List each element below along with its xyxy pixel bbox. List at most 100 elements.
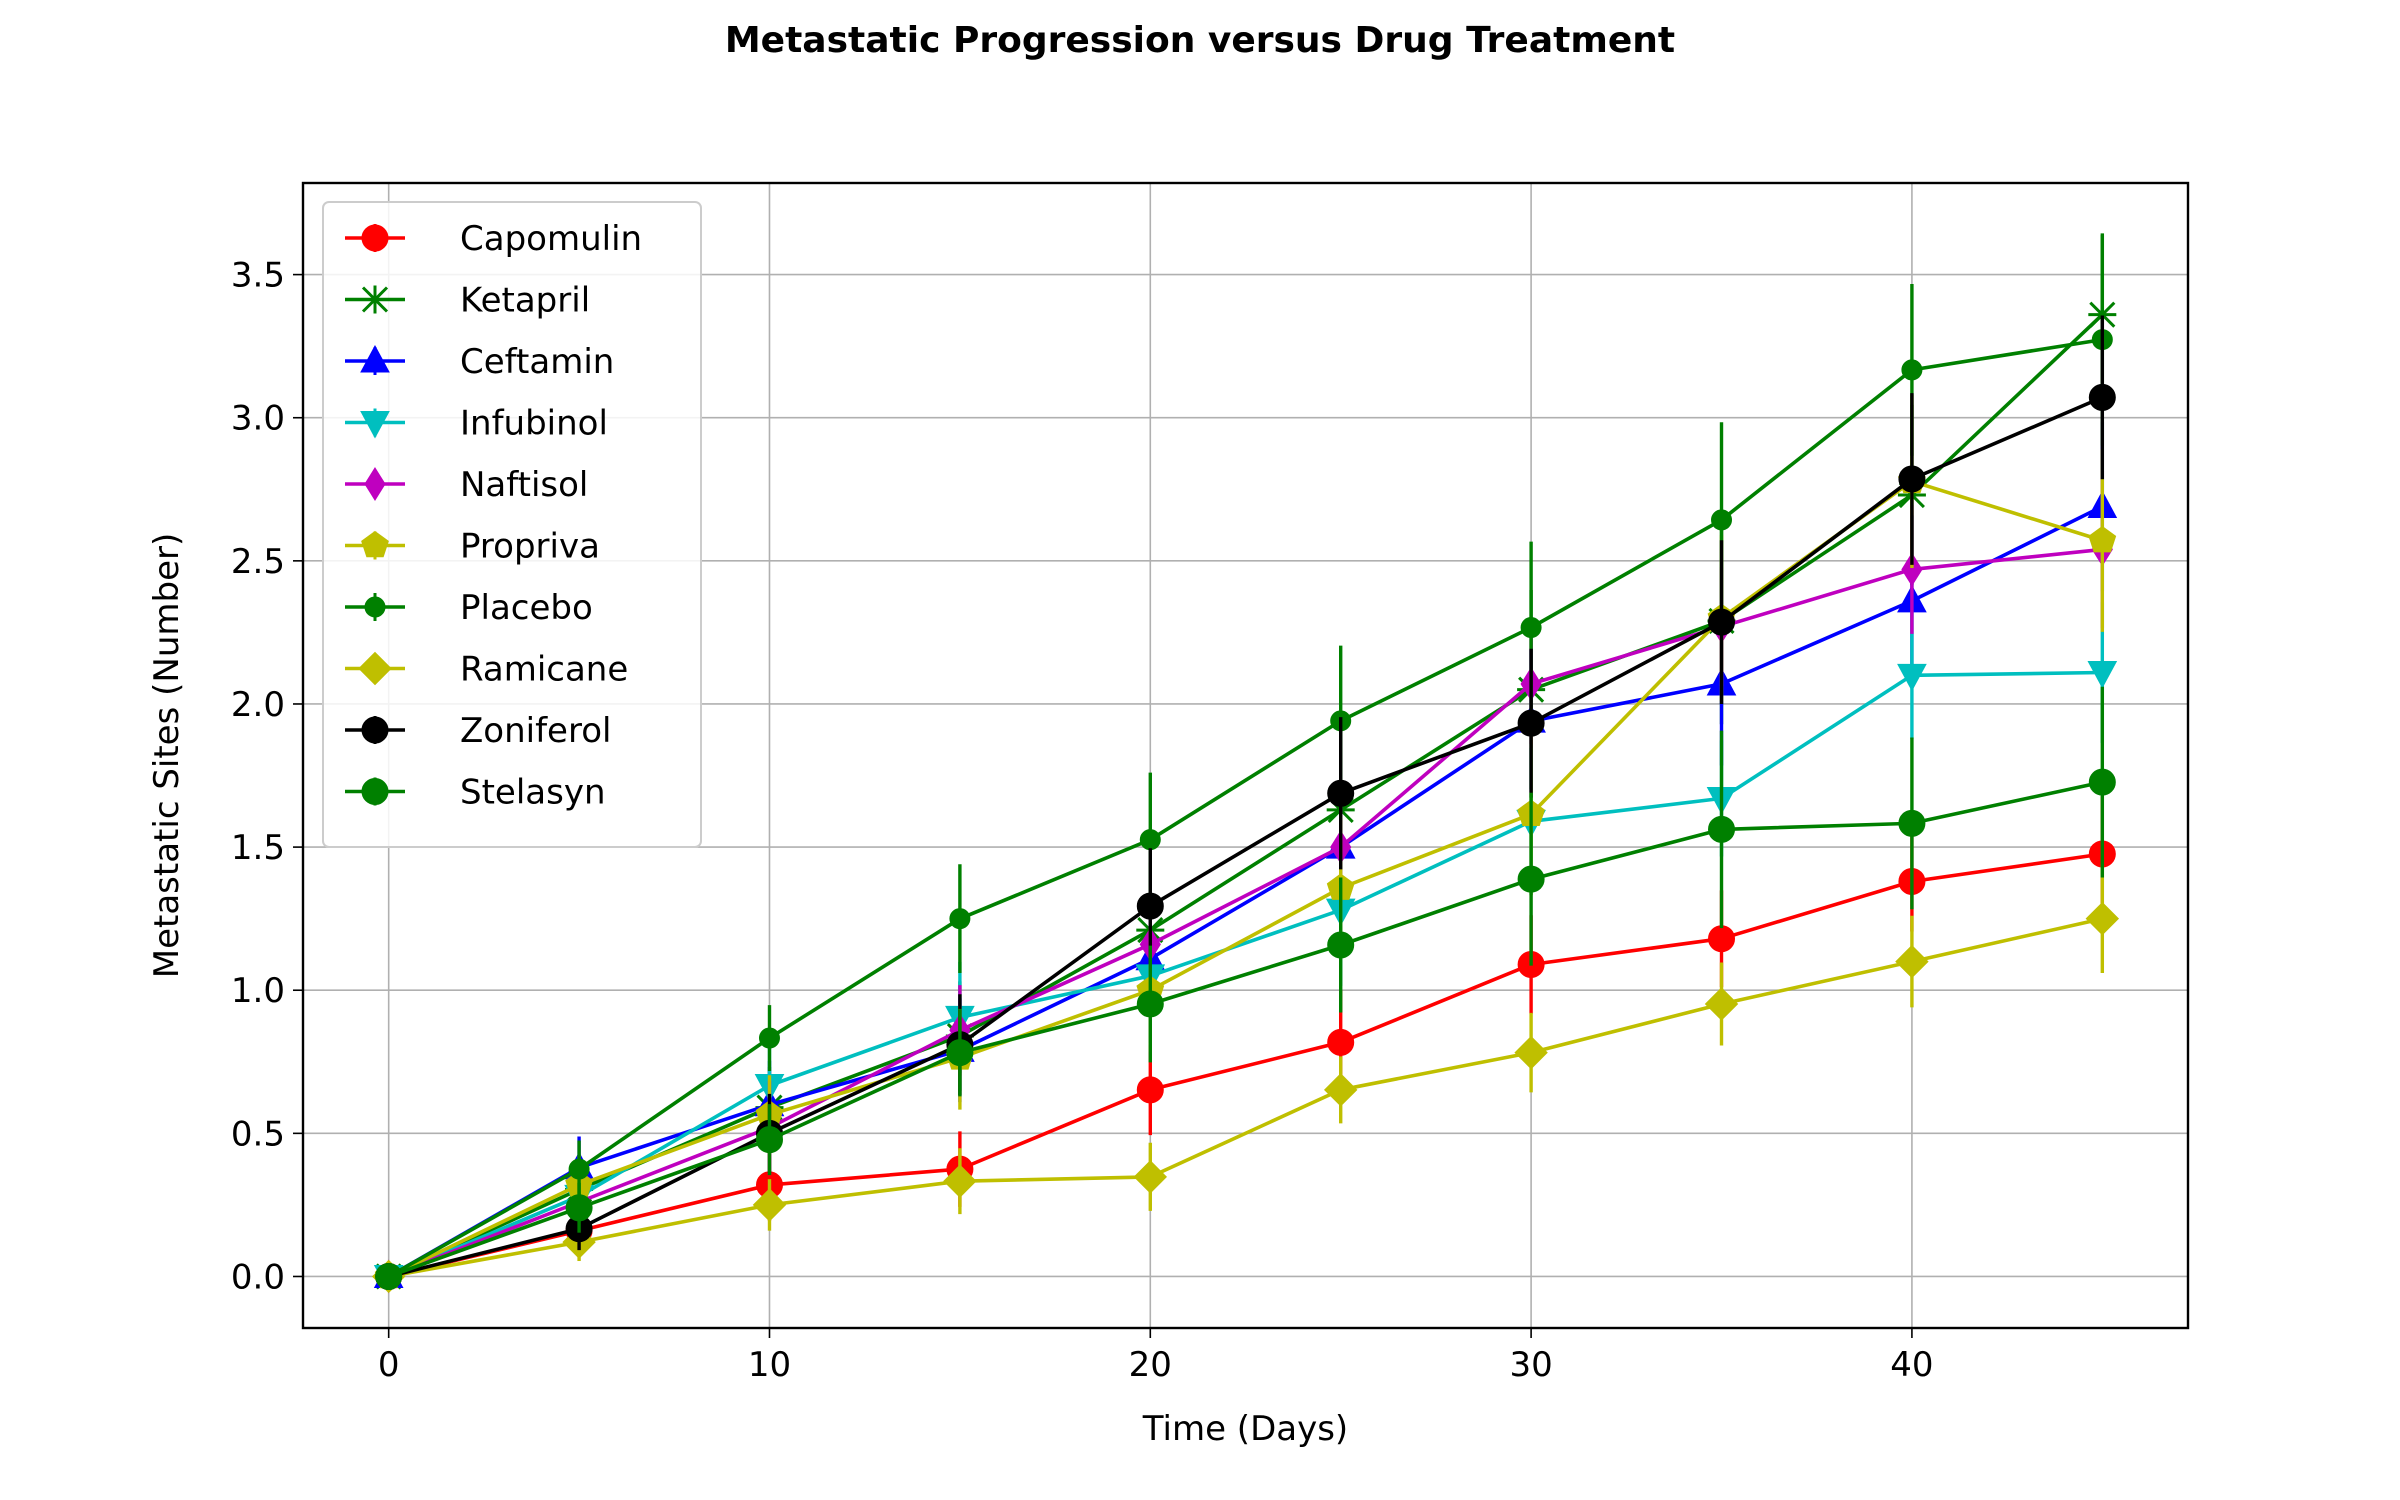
- series-stelasyn: [375, 686, 2116, 1290]
- data-point: [568, 1158, 590, 1180]
- data-point: [1139, 829, 1161, 851]
- legend-label: Naftisol: [460, 465, 588, 505]
- series-line: [388, 670, 2103, 1279]
- legend-label: Ramicane: [460, 650, 628, 690]
- y-axis-label: Metastatic Sites (Number): [147, 533, 187, 979]
- legend-marker: [364, 467, 386, 501]
- data-point: [1327, 1028, 1355, 1056]
- y-tick-label: 0.0: [231, 1257, 285, 1297]
- legend-marker: [360, 411, 390, 439]
- legend-marker: [361, 224, 389, 252]
- legend-item: Propriva: [345, 527, 600, 567]
- data-point: [1517, 865, 1545, 893]
- data-point: [1708, 925, 1736, 953]
- y-tick-label: 1.0: [231, 971, 285, 1011]
- data-point: [2085, 901, 2120, 936]
- data-point: [1895, 944, 1929, 979]
- data-point: [1327, 779, 1355, 807]
- data-point: [758, 1027, 780, 1049]
- data-point: [1520, 617, 1542, 639]
- data-point: [1708, 608, 1736, 636]
- x-tick-label: 0: [378, 1345, 400, 1385]
- legend-item: Capomulin: [345, 219, 642, 259]
- legend-marker: [364, 596, 386, 618]
- data-point: [946, 1039, 974, 1067]
- legend-item: Zoniferol: [345, 711, 611, 751]
- legend-marker: [361, 778, 389, 805]
- x-tick-label: 20: [1129, 1345, 1172, 1385]
- legend-item: Naftisol: [345, 465, 588, 505]
- legend-item: Infubinol: [345, 404, 608, 444]
- series-area: [371, 233, 2120, 1294]
- series-line: [388, 916, 2103, 1279]
- legend-label: Ketapril: [460, 281, 590, 321]
- data-point: [943, 1164, 977, 1198]
- legend-label: Infubinol: [460, 404, 608, 444]
- legend-marker: [360, 344, 390, 373]
- x-tick-label: 40: [1890, 1345, 1933, 1385]
- data-point: [1901, 552, 1923, 587]
- data-point: [1517, 709, 1545, 737]
- y-tick-label: 2.0: [231, 685, 285, 725]
- y-tick-label: 0.5: [231, 1114, 285, 1154]
- data-point: [1708, 815, 1736, 843]
- legend-label: Capomulin: [460, 219, 642, 259]
- data-point: [2087, 660, 2118, 689]
- series-line: [388, 395, 2104, 1279]
- data-point: [1327, 931, 1355, 959]
- data-point: [752, 1188, 787, 1222]
- data-point: [375, 1262, 403, 1290]
- legend-item: Placebo: [345, 588, 593, 628]
- data-point: [1897, 663, 1927, 692]
- data-point: [949, 908, 971, 930]
- axis-ticks: 0 10 20 30 40 0.0 0.5 1.0 1.5 2.0 2.5 3.0 3.5: [231, 256, 1934, 1385]
- legend-box: [322, 201, 702, 848]
- data-point: [2088, 525, 2117, 553]
- series-line: [388, 852, 2103, 1279]
- y-tick-label: 1.5: [231, 828, 285, 868]
- data-point: [1133, 1160, 1168, 1194]
- y-tick-label: 3.5: [231, 256, 285, 296]
- series-line: [388, 780, 2103, 1279]
- legend-label: Stelasyn: [460, 773, 606, 813]
- x-tick-label: 10: [748, 1345, 791, 1385]
- legend-label: Ceftamin: [460, 342, 614, 382]
- plot-frame: [301, 181, 2190, 1330]
- data-point: [1898, 465, 1926, 493]
- y-tick-label: 3.0: [231, 399, 285, 439]
- data-point: [1711, 509, 1733, 531]
- data-point: [2088, 768, 2116, 796]
- legend-item: Stelasyn: [345, 773, 606, 813]
- data-point: [1514, 1035, 1548, 1070]
- legend-marker: [358, 651, 392, 686]
- data-point: [1323, 1073, 1358, 1107]
- legend: Capomulin Ketapril Ceftamin Infubinol Naftis…: [322, 201, 702, 848]
- data-point: [1136, 892, 1164, 920]
- series-line: [387, 337, 2103, 1279]
- y-tick-label: 2.5: [231, 542, 285, 582]
- data-point: [1898, 809, 1926, 837]
- legend-item: Ketapril: [345, 281, 590, 321]
- legend-marker: [361, 285, 389, 314]
- data-point: [755, 1126, 783, 1154]
- data-point: [1136, 1076, 1164, 1104]
- series-line: [387, 504, 2104, 1279]
- series-line: [388, 547, 2103, 1279]
- legend-label: Placebo: [460, 588, 593, 628]
- data-point: [1704, 987, 1739, 1021]
- data-point: [2088, 383, 2116, 411]
- legend-label: Propriva: [460, 527, 600, 567]
- data-point: [565, 1194, 593, 1222]
- legend-marker: [361, 716, 389, 744]
- x-axis-label: Time (Days): [1142, 1409, 1348, 1449]
- data-point: [1901, 359, 1923, 381]
- legend-item: Ramicane: [345, 650, 628, 690]
- legend-label: Zoniferol: [460, 711, 611, 751]
- legend-item: Ceftamin: [345, 342, 614, 382]
- legend-marker: [361, 530, 389, 558]
- x-tick-label: 30: [1509, 1345, 1552, 1385]
- data-point: [1136, 990, 1164, 1018]
- chart-title: Metastatic Progression versus Drug Treat…: [724, 20, 1676, 61]
- series-ramicane: [371, 864, 2120, 1294]
